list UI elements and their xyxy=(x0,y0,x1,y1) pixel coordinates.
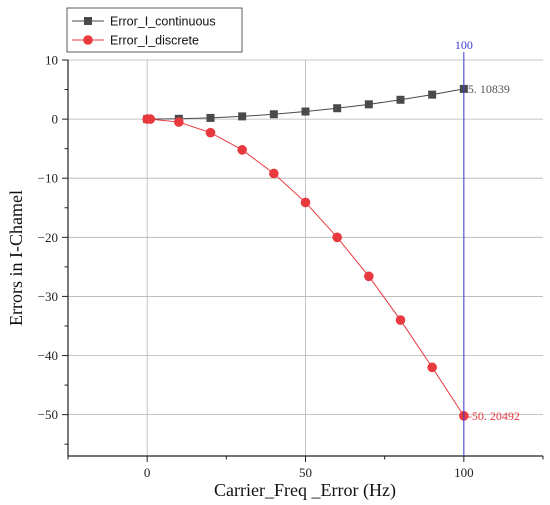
legend-box xyxy=(66,7,243,53)
data-point-square xyxy=(364,100,373,109)
data-point-circle xyxy=(300,197,311,208)
x-tick-label: 0 xyxy=(144,465,151,480)
data-point-circle xyxy=(332,232,342,243)
y-tick-label: −20 xyxy=(38,230,58,245)
data-point-square xyxy=(333,104,342,113)
data-point-circle xyxy=(145,114,156,124)
y-tick-label: −50 xyxy=(38,407,58,422)
y-tick-label: −30 xyxy=(38,289,58,304)
x-tick-label: 100 xyxy=(454,465,474,480)
value-annotation: 5. 10839 xyxy=(468,82,510,96)
annotation-layer: 100 5. 10839 -50. 20492 xyxy=(455,38,520,456)
series-layer xyxy=(142,84,469,421)
y-tick-label: 0 xyxy=(52,112,59,127)
data-point-square xyxy=(269,110,278,119)
data-point-circle xyxy=(427,362,437,373)
legend-marker-square xyxy=(84,17,92,25)
data-point-circle xyxy=(205,127,216,138)
value-annotation: -50. 20492 xyxy=(468,409,520,423)
data-point-circle xyxy=(395,315,406,325)
data-point-square xyxy=(206,113,215,122)
x-tick-label: 50 xyxy=(299,465,312,480)
data-point-square xyxy=(301,107,310,116)
data-point-circle xyxy=(364,271,374,282)
y-tick-label: 10 xyxy=(45,53,58,68)
y-tick-label: −10 xyxy=(38,171,58,186)
legend-label: Error_I_continuous xyxy=(110,15,216,29)
data-point-square xyxy=(428,90,437,99)
y-axis-title: Errors in I-Chamel xyxy=(6,190,26,326)
legend: Error_I_continuous Error_I_discrete xyxy=(66,7,243,53)
cursor-label: 100 xyxy=(455,38,473,52)
data-point-circle xyxy=(269,168,279,179)
data-point-circle xyxy=(174,117,184,127)
y-tick-label: −40 xyxy=(38,348,58,363)
data-point-square xyxy=(238,112,247,121)
x-axis-title: Carrier_Freq _Error (Hz) xyxy=(214,480,396,501)
legend-label: Error_I_discrete xyxy=(110,34,199,48)
data-point-circle xyxy=(237,145,247,155)
data-point-square xyxy=(396,95,405,104)
legend-marker-circle xyxy=(83,35,93,45)
